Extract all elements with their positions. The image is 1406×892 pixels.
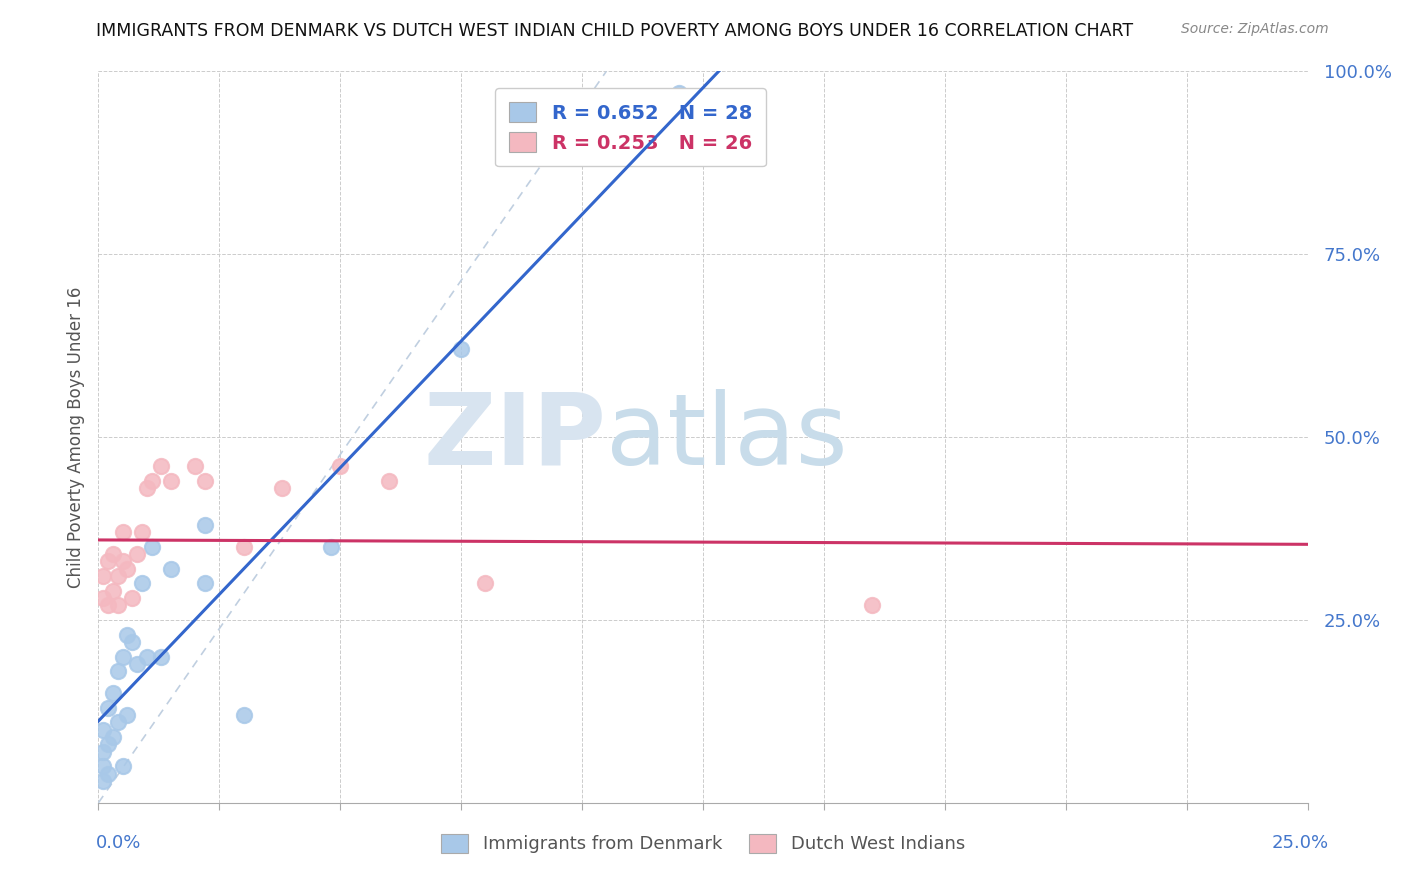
Point [194,517,217,532]
Point [131,576,153,591]
Point [135,481,157,495]
Point [111,759,134,773]
Point [107,599,129,613]
Point [141,540,163,554]
Point [111,554,134,568]
Point [329,459,352,474]
Point [319,540,342,554]
Point [127,547,149,561]
Y-axis label: Child Poverty Among Boys Under 16: Child Poverty Among Boys Under 16 [66,286,84,588]
Point [111,649,134,664]
Point [160,474,183,488]
Point [474,576,496,591]
Text: 0.0%: 0.0% [96,834,141,852]
Point [131,525,153,540]
Point [150,459,173,474]
Point [111,525,134,540]
Point [194,576,217,591]
Point [194,474,217,488]
Point [91,569,114,583]
Point [377,474,399,488]
Legend: Immigrants from Denmark, Dutch West Indians: Immigrants from Denmark, Dutch West Indi… [434,827,972,861]
Point [232,540,254,554]
Point [107,569,129,583]
Point [121,591,143,605]
Point [141,474,163,488]
Point [117,708,139,723]
Legend: R = 0.652   N = 28, R = 0.253   N = 26: R = 0.652 N = 28, R = 0.253 N = 26 [495,88,766,167]
Point [860,599,883,613]
Point [271,481,294,495]
Point [107,715,129,730]
Text: atlas: atlas [606,389,848,485]
Point [121,635,143,649]
Point [91,773,114,788]
Point [97,737,120,751]
Point [91,745,114,759]
Point [101,583,124,598]
Point [450,343,472,357]
Point [117,562,139,576]
Text: IMMIGRANTS FROM DENMARK VS DUTCH WEST INDIAN CHILD POVERTY AMONG BOYS UNDER 16 C: IMMIGRANTS FROM DENMARK VS DUTCH WEST IN… [96,22,1133,40]
Point [91,759,114,773]
Point [91,723,114,737]
Text: Source: ZipAtlas.com: Source: ZipAtlas.com [1181,22,1329,37]
Point [97,599,120,613]
Text: ZIP: ZIP [423,389,606,485]
Point [97,700,120,714]
Point [101,730,124,744]
Point [97,554,120,568]
Point [101,547,124,561]
Point [232,708,254,723]
Point [101,686,124,700]
Point [160,562,183,576]
Point [135,649,157,664]
Point [184,459,207,474]
Point [91,591,114,605]
Point [97,766,120,780]
Point [668,87,690,101]
Point [127,657,149,671]
Point [107,664,129,678]
Text: 25.0%: 25.0% [1271,834,1329,852]
Point [117,627,139,641]
Point [150,649,173,664]
